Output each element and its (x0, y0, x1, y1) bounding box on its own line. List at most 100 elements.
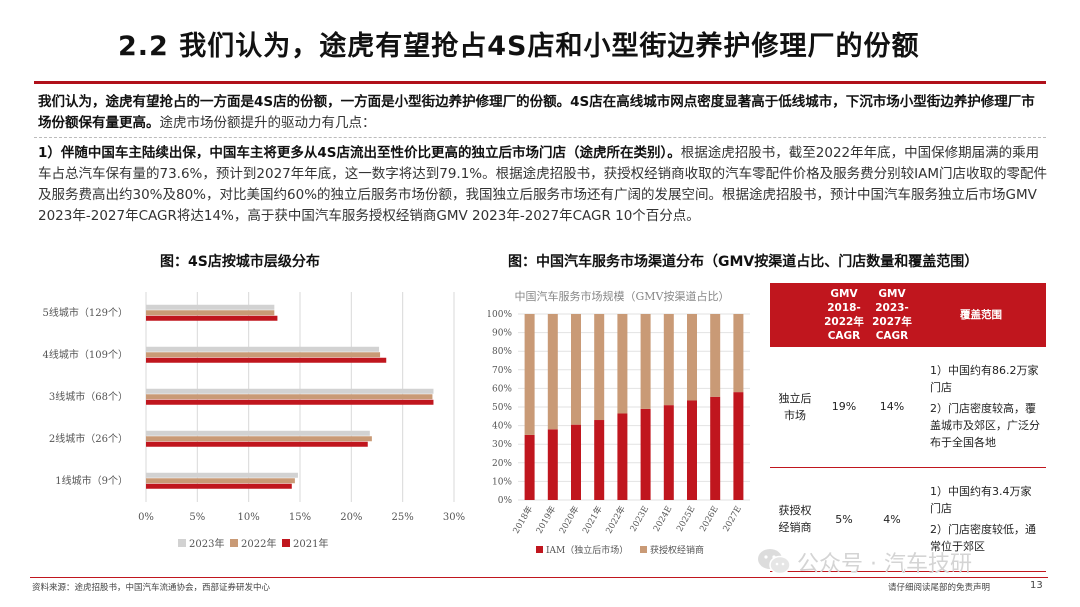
table-header-row: GMV 2018-2022年 CAGR GMV 2023-2027年 CAGR … (770, 283, 1046, 347)
y-category-label: 4线城市（109个） (43, 348, 128, 361)
intro-normal-text: 途虎市场份额提升的驱动力有几点： (159, 115, 376, 131)
footer-divider (30, 577, 1048, 578)
x-tick-label: 2021年 (580, 504, 605, 536)
table-header-cagr-2023: GMV 2023-2027年 CAGR (868, 283, 916, 347)
legend-label: 2021年 (293, 537, 328, 550)
watermark: 公众号 · 汽车技研 (757, 546, 972, 578)
legend-swatch (640, 546, 647, 553)
y-tick-label: 10% (492, 477, 512, 487)
stacked-bar-segment (571, 424, 581, 500)
bar (146, 430, 370, 436)
stacked-bar-segment (710, 396, 721, 500)
row-coverage-dealer: 1）中国约有3.4万家门店 2）门店密度较低，通常位于郊区 (916, 467, 1046, 572)
x-tick-label: 2018年 (511, 504, 536, 536)
bar (146, 304, 275, 310)
bar (146, 441, 368, 447)
y-category-label: 1线城市（9个） (55, 474, 128, 487)
x-tick-label: 0% (138, 512, 154, 523)
x-tick-label: 2027E (721, 505, 744, 534)
intro-bold-text: 我们认为，途虎有望抢占的一方面是4S店的份额，一方面是小型街边养护修理厂的份额。… (38, 94, 1035, 131)
x-tick-label: 2026E (698, 505, 721, 534)
x-tick-label: 2022年 (603, 504, 628, 536)
stacked-bar-segment (663, 314, 674, 406)
stacked-bar-segment (571, 314, 581, 425)
legend-swatch (230, 539, 238, 547)
coverage-line: 2）门店密度较高，覆盖城市及郊区，广泛分布于全国各地 (930, 402, 1040, 450)
table-header-blank (770, 283, 820, 347)
stacked-bar-segment (547, 429, 558, 500)
bar (146, 346, 380, 352)
stacked-bar-segment (617, 413, 628, 500)
y-tick-label: 90% (492, 329, 512, 339)
x-tick-label: 2023E (629, 505, 652, 534)
y-tick-label: 20% (492, 459, 512, 469)
legend-swatch (178, 539, 186, 547)
table-header-coverage: 覆盖范围 (916, 283, 1046, 347)
city-tier-chart-svg: 0% 5% 10% 15% 20% 25% 30% 5线城市（129个） 4线城市（109个） 3… (43, 292, 465, 550)
x-tick-label: 2025E (675, 505, 698, 534)
stacked-bar-segment (547, 314, 558, 430)
bar (146, 388, 434, 394)
channel-coverage-table: GMV 2018-2022年 CAGR GMV 2023-2027年 CAGR … (770, 283, 1046, 572)
legend-label: 获授权经销商 (650, 544, 704, 556)
row-cagr-2018-iam: 19% (820, 347, 868, 468)
coverage-line: 2）门店密度较低，通常位于郊区 (930, 523, 1036, 553)
coverage-line: 1）中国约有3.4万家门店 (930, 485, 1032, 515)
x-tick-label: 20% (340, 512, 362, 523)
y-tick-label: 30% (492, 440, 512, 450)
watermark-text: 公众号 · 汽车技研 (797, 552, 972, 577)
y-tick-label: 0% (498, 496, 513, 506)
stacked-bar-segment (617, 314, 628, 414)
table-header-cagr-2018: GMV 2018-2022年 CAGR (820, 283, 868, 347)
stacked-bar-segment (640, 314, 651, 409)
y-tick-label: 50% (492, 403, 512, 413)
wechat-icon (758, 549, 791, 575)
disclaimer-note: 请仔细阅读尾部的免责声明 (888, 583, 991, 593)
row-coverage-iam: 1）中国约有86.2万家门店 2）门店密度较高，覆盖城市及郊区，广泛分布于全国各… (916, 347, 1046, 468)
row-cagr-2018-dealer: 5% (820, 467, 868, 572)
stacked-bar-segment (594, 420, 605, 500)
y-tick-label: 100% (488, 310, 512, 320)
title-divider (34, 81, 1046, 84)
y-category-label: 2线城市（26个） (49, 432, 128, 445)
table-row: 获授权经销商 5% 4% 1）中国约有3.4万家门店 2）门店密度较低，通常位于… (770, 467, 1046, 572)
stacked-bar-segment (687, 400, 697, 500)
row-cagr-2023-dealer: 4% (868, 467, 916, 572)
source-note: 资料来源：途虎招股书，中国汽车流通协会，西部证券研发中心 (32, 583, 271, 593)
x-tick-label: 25% (392, 512, 414, 523)
stacked-bar-segment (524, 434, 535, 500)
left-chart-title: 图：4S店按城市层级分布 (160, 254, 320, 270)
bar (146, 394, 433, 400)
row-label-iam: 独立后市场 (770, 347, 820, 468)
y-tick-label: 60% (492, 384, 512, 394)
legend-swatch (536, 546, 543, 553)
coverage-line: 1）中国约有86.2万家门店 (930, 364, 1039, 395)
bar (146, 436, 372, 442)
city-tier-bar-chart: 0% 5% 10% 15% 20% 25% 30% 5线城市（129个） 4线城市（109个） 3… (28, 290, 478, 560)
channel-share-stacked-chart: 中国汽车服务市场规模（GMV按渠道占比） 0% 10% 20% 30% 40% 50% 60%… (486, 282, 760, 568)
x-tick-label: 30% (443, 512, 465, 523)
x-tick-label: 2020年 (557, 504, 582, 536)
legend-label: 2023年 (189, 537, 224, 550)
bar (146, 399, 434, 405)
right-chart-title: 图：中国汽车服务市场渠道分布（GMV按渠道占比、门店数量和覆盖范围） (508, 254, 979, 270)
driver-bold-text: 1）伴随中国车主陆续出保，中国车主将更多从4S店流出至性价比更高的独立后市场门店… (38, 145, 681, 161)
stacked-bar-segment (594, 314, 605, 421)
stacked-bar-segment (524, 314, 535, 435)
stacked-bar-segment (687, 314, 697, 401)
bar (146, 315, 278, 321)
stacked-bar-segment (663, 405, 674, 500)
bar (146, 483, 292, 489)
y-category-label: 3线城市（68个） (49, 390, 128, 403)
y-tick-label: 70% (492, 366, 512, 376)
stacked-bar-segment (733, 392, 744, 500)
bar (146, 478, 295, 484)
x-tick-label: 2024E (652, 505, 675, 534)
driver-normal-text: 根据途虎招股书，截至2022年年底，中国保修期届满的乘用车占总汽车保有量的73.… (38, 145, 1047, 224)
row-cagr-2023-iam: 14% (868, 347, 916, 468)
stacked-bar-segment (710, 314, 721, 397)
legend-label: 2022年 (241, 537, 276, 550)
chart-inner-title: 中国汽车服务市场规模（GMV按渠道占比） (515, 289, 730, 303)
intro-paragraph: 我们认为，途虎有望抢占的一方面是4S店的份额，一方面是小型街边养护修理厂的份额。… (38, 92, 1048, 134)
bar (146, 310, 275, 316)
